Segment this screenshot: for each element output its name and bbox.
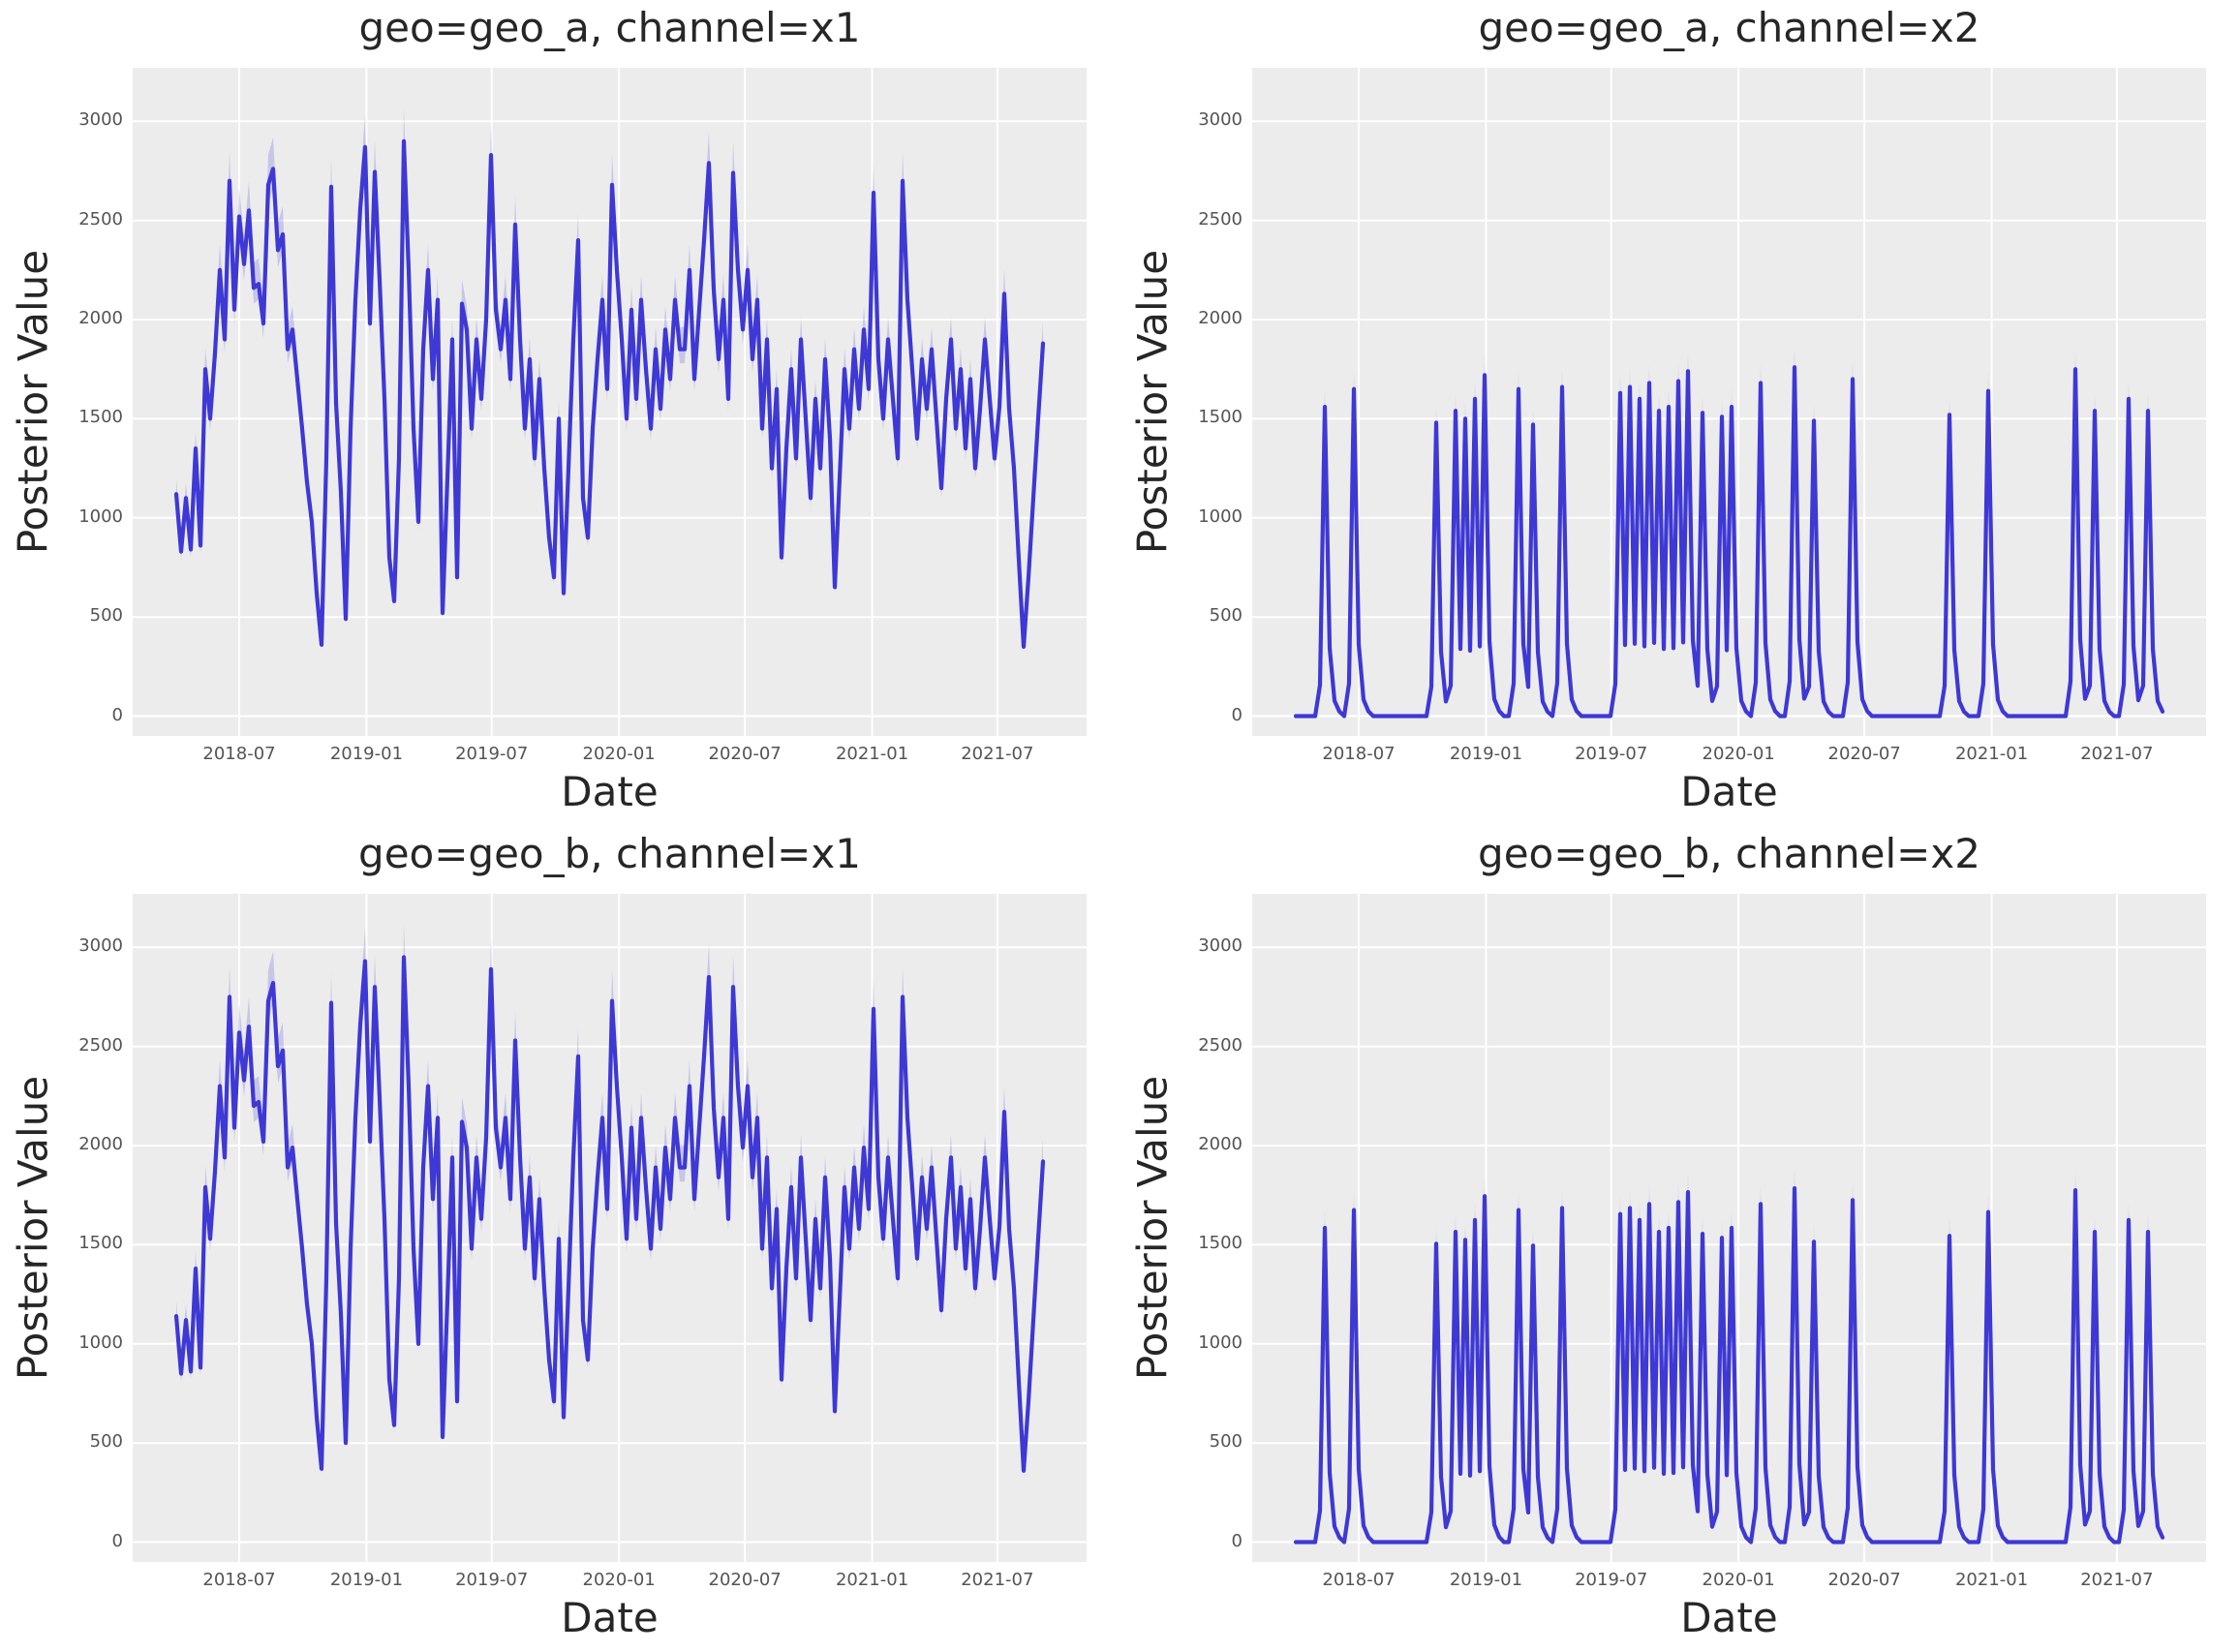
- x-tick-label: 2021-01: [835, 744, 909, 764]
- x-tick-label: 2021-07: [961, 1570, 1034, 1590]
- series-line: [1293, 365, 2165, 719]
- x-tick-label: 2019-01: [1449, 744, 1523, 764]
- y-tick-label: 3000: [1198, 935, 1243, 957]
- plot-area: [133, 894, 1087, 1562]
- subplot-title: geo=geo_b, channel=x2: [1478, 830, 1980, 877]
- y-tick-label: 1000: [1198, 1331, 1243, 1353]
- x-tick-label: 2019-07: [455, 744, 529, 764]
- x-tick-label: 2021-07: [2080, 1570, 2154, 1590]
- plot-background: [133, 68, 1087, 736]
- y-tick-label: 0: [111, 704, 123, 725]
- y-tick-label: 2500: [1198, 1034, 1243, 1055]
- x-tick-label: 2020-01: [1702, 1570, 1775, 1590]
- plot-background: [1252, 894, 2206, 1562]
- x-tick-label: 2019-01: [329, 744, 404, 764]
- x-tick-label: 2021-01: [1954, 744, 2029, 764]
- plot-area: [133, 68, 1087, 736]
- x-tick-label: 2021-07: [961, 744, 1034, 764]
- subplot-title: geo=geo_a, channel=x2: [1478, 4, 1980, 51]
- x-tick-label: 2019-07: [1575, 1570, 1648, 1590]
- y-tick-label: 500: [89, 605, 123, 627]
- plot-area: [1252, 894, 2206, 1562]
- x-tick-label: 2021-01: [1954, 1570, 2029, 1590]
- y-tick-label: 1000: [1198, 505, 1243, 527]
- y-tick-label: 3000: [78, 935, 123, 957]
- y-tick-label: 3000: [1198, 109, 1243, 131]
- x-tick-label: 2018-07: [1322, 1570, 1396, 1590]
- y-tick-label: 2000: [78, 1134, 123, 1155]
- y-tick-label: 1500: [78, 1233, 123, 1254]
- x-tick-label: 2020-01: [582, 744, 656, 764]
- x-tick-label: 2020-07: [1827, 1570, 1901, 1590]
- subplot-title: geo=geo_b, channel=x1: [358, 830, 861, 877]
- series-line: [173, 138, 1046, 650]
- y-tick-label: 2000: [1198, 308, 1243, 329]
- x-axis-label: Date: [1680, 768, 1778, 815]
- y-tick-label: 500: [1209, 605, 1243, 627]
- y-tick-label: 500: [1209, 1431, 1243, 1453]
- x-tick-label: 2020-07: [708, 744, 782, 764]
- y-tick-label: 0: [111, 1530, 123, 1551]
- series-line: [173, 955, 1046, 1473]
- y-tick-label: 2500: [1198, 208, 1243, 229]
- x-tick-label: 2018-07: [202, 1570, 276, 1590]
- x-tick-label: 2018-07: [202, 744, 276, 764]
- plot-area: [1252, 68, 2206, 736]
- y-tick-label: 2500: [78, 1034, 123, 1055]
- y-tick-label: 1500: [1198, 1233, 1243, 1254]
- subplot-geo-b-x1: geo=geo_b, channel=x1 Posterior Value Da…: [0, 826, 1120, 1652]
- x-tick-label: 2020-01: [1702, 744, 1775, 764]
- x-tick-label: 2018-07: [1322, 744, 1396, 764]
- x-axis-label: Date: [561, 768, 659, 815]
- y-tick-label: 3000: [78, 109, 123, 131]
- y-tick-label: 2000: [1198, 1134, 1243, 1155]
- y-tick-label: 0: [1231, 704, 1243, 725]
- subplot-geo-b-x2: geo=geo_b, channel=x2 Posterior Value Da…: [1120, 826, 2240, 1652]
- x-tick-label: 2019-01: [1449, 1570, 1523, 1590]
- x-tick-label: 2019-07: [455, 1570, 529, 1590]
- y-tick-label: 1000: [78, 1331, 123, 1353]
- subplot-geo-a-x2: geo=geo_a, channel=x2 Posterior Value Da…: [1120, 0, 2240, 826]
- x-tick-label: 2020-07: [708, 1570, 782, 1590]
- y-tick-label: 0: [1231, 1530, 1243, 1551]
- x-tick-label: 2019-01: [329, 1570, 404, 1590]
- x-tick-label: 2019-07: [1575, 744, 1648, 764]
- y-tick-label: 2500: [78, 208, 123, 229]
- series-line: [1293, 1186, 2165, 1545]
- x-tick-label: 2020-07: [1827, 744, 1901, 764]
- y-tick-label: 1500: [1198, 407, 1243, 428]
- x-tick-label: 2021-07: [2080, 744, 2154, 764]
- x-axis-label: Date: [561, 1594, 659, 1641]
- y-tick-label: 1000: [78, 505, 123, 527]
- y-tick-label: 2000: [78, 308, 123, 329]
- x-axis-label: Date: [1680, 1594, 1778, 1641]
- subplot-title: geo=geo_a, channel=x1: [358, 4, 861, 51]
- x-tick-label: 2020-01: [582, 1570, 656, 1590]
- y-tick-label: 500: [89, 1431, 123, 1453]
- y-tick-label: 1500: [78, 407, 123, 428]
- plot-background: [1252, 68, 2206, 736]
- subplot-geo-a-x1: geo=geo_a, channel=x1 Posterior Value Da…: [0, 0, 1120, 826]
- x-tick-label: 2021-01: [835, 1570, 909, 1590]
